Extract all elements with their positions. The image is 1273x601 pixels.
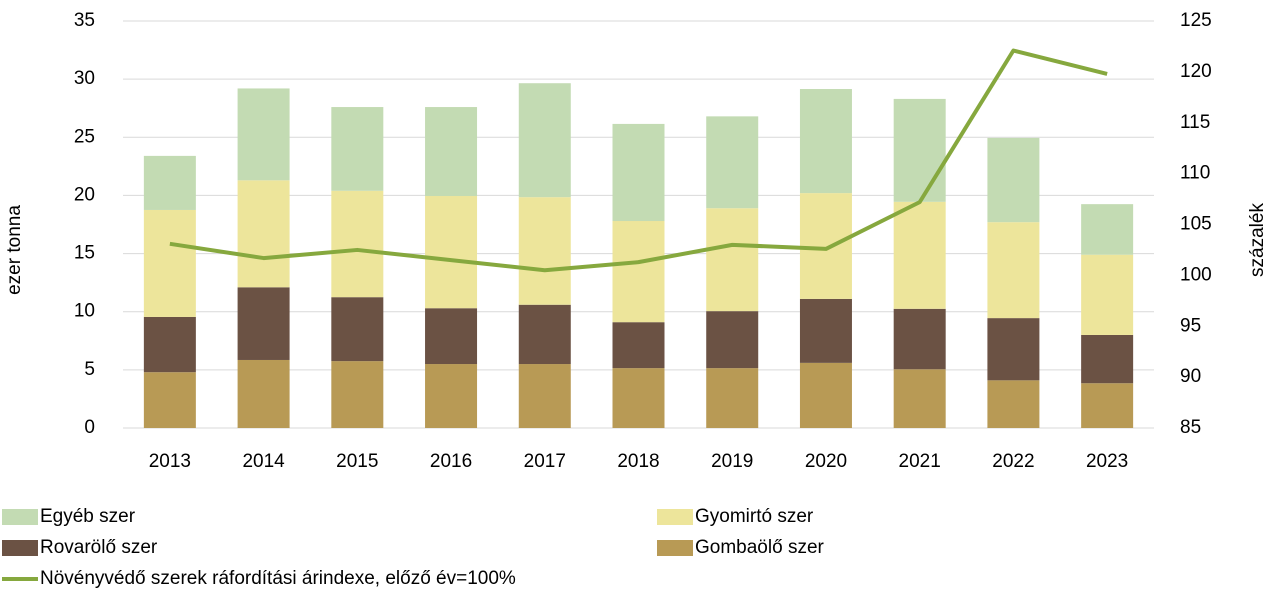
bar-segment [425,308,478,365]
x-tick-label: 2020 [805,451,847,472]
x-tick-label: 2016 [430,451,472,472]
y-tick-label: 25 [74,126,95,147]
bar-segment [987,318,1040,381]
bar-segment [237,88,290,181]
legend-label: Gombaölő szer [695,537,825,558]
y-axis-label: ezer tonna [4,205,25,295]
bar-segment [331,107,384,191]
bar-segment [1081,204,1134,255]
legend-swatch [2,540,38,556]
bar-segment [1081,383,1134,428]
bar-segment [706,208,759,312]
bar-segment [143,372,196,428]
bar-segment [893,369,946,428]
bar-segment [1081,254,1134,335]
x-tick-label: 2019 [711,451,753,472]
bar-segment [1081,334,1134,384]
bar-segment [799,193,852,299]
bar-segment [331,361,384,428]
legend-label: Rovarölő szer [40,537,158,558]
x-tick-label: 2013 [149,451,191,472]
bar-segment [799,362,852,428]
bar-segment [893,201,946,309]
bar-segment [987,380,1040,428]
y2-tick-label: 115 [1180,112,1210,133]
bar-segment [893,98,946,202]
bar-segment [425,364,478,428]
y2-tick-label: 120 [1180,61,1212,82]
y2-tick-label: 95 [1180,315,1201,336]
legend-swatch [2,509,38,525]
line [169,48,1108,273]
legend-label: Gyomirtó szer [695,506,814,527]
bar-segment [143,209,196,317]
bar-segment [706,368,759,428]
bar-segment [612,123,665,222]
y-tick-label: 15 [74,243,95,264]
bar-segment [237,359,290,428]
y2-tick-label: 105 [1180,214,1212,235]
bar-segment [987,137,1040,223]
y2-tick-label: 85 [1180,417,1201,438]
x-tick-label: 2014 [242,451,285,472]
bar-segment [799,298,852,363]
bar-segment [893,308,946,370]
bar-segment [518,304,571,365]
legend-label: Növényvédő szerek ráfordítási árindexe, … [40,568,516,589]
bar-segment [706,311,759,369]
y-tick-label: 10 [74,301,95,322]
bar-segment [518,83,571,198]
bar-segment [143,155,196,210]
bar-segment [706,116,759,209]
y2-tick-label: 125 [1180,10,1212,31]
bar-segment [518,197,571,305]
bar-segment [237,180,290,288]
bar-segment [799,89,852,194]
bar-segment [612,221,665,323]
bar-segment [612,368,665,428]
legend-swatch [657,540,693,556]
x-tick-label: 2015 [336,451,378,472]
bar-segment [987,222,1040,319]
bar-segment [425,107,478,197]
y2-tick-label: 110 [1180,163,1210,184]
bar-segment [237,287,290,360]
y-tick-label: 5 [84,359,95,380]
bar-segment [331,190,384,298]
y-tick-label: 30 [74,68,95,89]
x-tick-label: 2021 [899,451,941,472]
bar-segment [425,196,478,309]
y-tick-label: 0 [84,417,95,438]
bar-segment [518,364,571,428]
y-tick-label: 20 [74,184,95,205]
y2-tick-label: 100 [1180,264,1212,285]
bar-segment [331,297,384,362]
x-tick-label: 2017 [524,451,566,472]
x-tick-label: 2022 [992,451,1034,472]
x-tick-label: 2023 [1086,451,1128,472]
y-tick-label: 35 [74,10,95,31]
y2-tick-label: 90 [1180,366,1201,387]
bar-segment [143,316,196,373]
legend-swatch [657,509,693,525]
x-tick-label: 2018 [617,451,659,472]
legend-label: Egyéb szer [40,506,136,527]
y2-axis-label: százalék [1247,203,1268,277]
bar-segment [612,322,665,369]
